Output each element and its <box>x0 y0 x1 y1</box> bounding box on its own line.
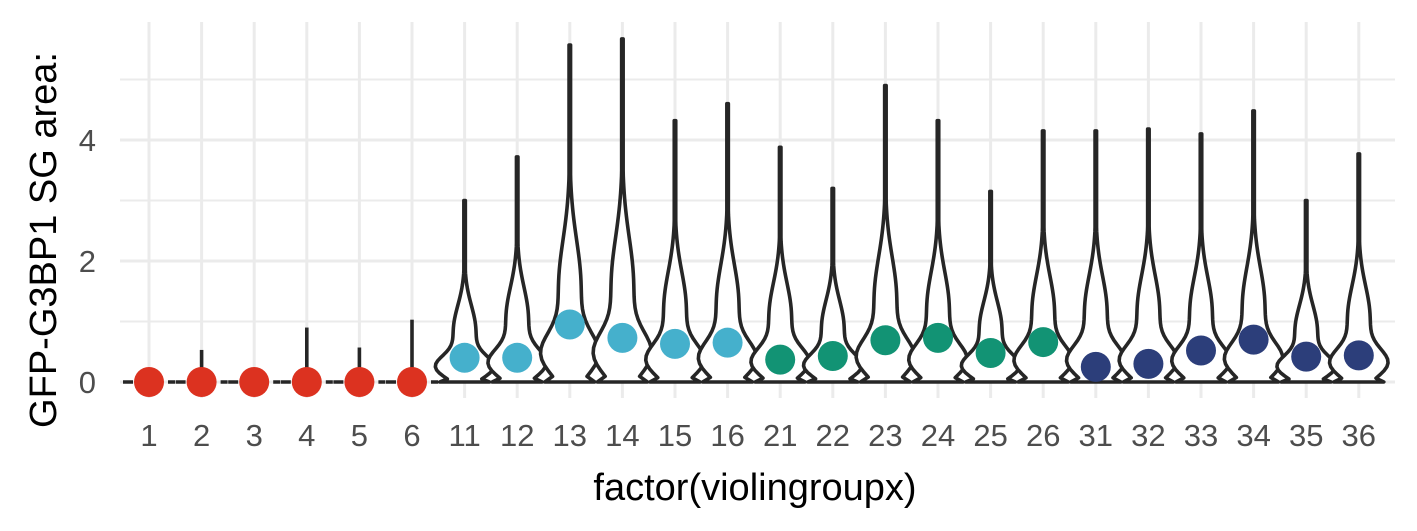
x-tick-label: 16 <box>710 418 744 453</box>
violin <box>749 145 812 384</box>
x-tick-label: 23 <box>868 418 902 453</box>
x-tick-label: 1 <box>140 418 157 453</box>
median-point <box>1343 340 1374 371</box>
violin <box>1275 198 1338 384</box>
violin <box>1169 132 1233 384</box>
y-tick-label: 0 <box>79 365 96 400</box>
median-point <box>817 340 848 371</box>
violin <box>643 118 707 384</box>
violin <box>1064 129 1127 384</box>
violin <box>959 189 1022 384</box>
x-tick-label: 25 <box>973 418 1007 453</box>
violin <box>696 101 759 384</box>
median-point <box>660 328 690 359</box>
median-point <box>239 367 270 397</box>
median-point <box>1238 324 1269 355</box>
violin <box>906 118 970 384</box>
median-point <box>449 342 480 373</box>
violins <box>123 37 1390 384</box>
x-tick-label: 22 <box>816 418 850 453</box>
median-point <box>607 322 638 353</box>
violin <box>801 186 864 384</box>
violin <box>1327 152 1390 384</box>
x-tick-label: 11 <box>449 418 481 453</box>
x-tick-label: 32 <box>1131 418 1165 453</box>
median-point <box>344 367 375 397</box>
violin <box>433 198 496 384</box>
y-axis-title: GFP-G3BP1 SG area: <box>23 52 65 428</box>
x-tick-label: 33 <box>1184 418 1218 453</box>
x-tick-label: 21 <box>763 418 797 453</box>
median-point <box>291 367 322 397</box>
median-point <box>1186 335 1216 366</box>
violin <box>1222 109 1285 384</box>
x-tick-labels: 1 2 3 4 5 6 11 12 13 14 15 16 21 22 23 24 25 26 31 32 33 34 35… <box>140 418 1376 453</box>
x-tick-label: 24 <box>921 418 955 453</box>
x-tick-label: 15 <box>658 418 692 453</box>
median-points <box>134 309 1374 397</box>
median-point <box>975 337 1006 368</box>
x-tick-label: 31 <box>1079 418 1113 453</box>
median-point <box>1133 348 1164 379</box>
x-tick-label: 6 <box>403 418 420 453</box>
violin <box>854 83 917 384</box>
x-tick-label: 14 <box>605 418 639 453</box>
median-point <box>134 367 164 397</box>
median-point <box>712 327 743 358</box>
median-point <box>502 342 533 373</box>
violin <box>1117 127 1180 384</box>
x-tick-label: 35 <box>1289 418 1323 453</box>
violin <box>591 37 654 384</box>
violin <box>1012 129 1075 384</box>
median-point <box>1080 351 1111 382</box>
x-tick-label: 36 <box>1342 418 1376 453</box>
median-point <box>870 325 901 356</box>
median-point <box>1028 327 1059 358</box>
violin <box>538 43 601 384</box>
median-point <box>765 344 796 375</box>
y-tick-label: 2 <box>79 244 96 279</box>
median-point <box>923 322 953 353</box>
y-tick-labels: 0 2 4 <box>79 123 96 400</box>
x-tick-label: 4 <box>298 418 315 453</box>
median-point <box>1291 341 1322 372</box>
median-point <box>554 309 585 340</box>
violin <box>486 155 549 384</box>
x-tick-label: 5 <box>351 418 368 453</box>
x-tick-label: 34 <box>1236 418 1270 453</box>
x-tick-label: 26 <box>1026 418 1060 453</box>
median-point <box>186 367 217 397</box>
y-tick-label: 4 <box>79 123 96 158</box>
x-axis-title: factor(violingroupx) <box>593 467 916 509</box>
x-tick-label: 12 <box>500 418 534 453</box>
median-point <box>397 367 427 397</box>
x-tick-label: 2 <box>193 418 210 453</box>
x-tick-label: 13 <box>553 418 587 453</box>
x-tick-label: 3 <box>246 418 263 453</box>
